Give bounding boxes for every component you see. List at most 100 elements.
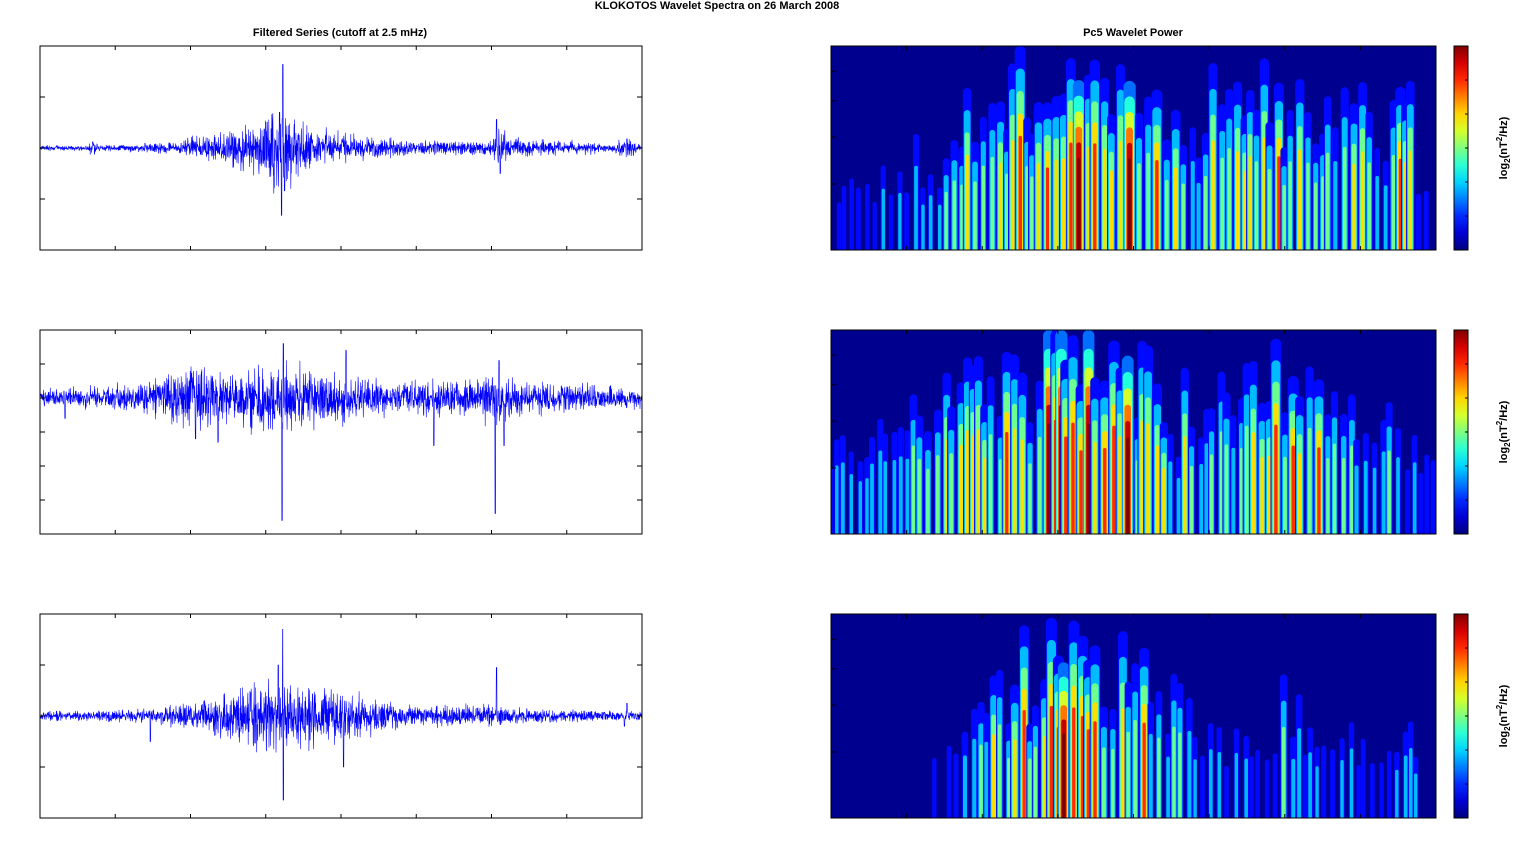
spectrum-blob [1086,729,1091,818]
spectrum-blob [1199,463,1204,534]
spectrum-blob [1193,759,1197,818]
spectrum-blob [1244,758,1248,818]
spectrum-blob [1007,758,1011,818]
spectrum-blob [878,450,883,534]
spectrum-blob [1227,148,1232,250]
spectrum-blob [1176,477,1181,534]
spectrum-blob [998,459,1003,534]
spectrum-blob [1356,765,1361,818]
spectrum-blob [1234,752,1239,818]
spectrum-blob [1342,457,1346,534]
spectrum-blob [944,191,948,250]
spectrum-blob [928,195,933,250]
spectrum-blob [1146,423,1150,534]
spectrum-blob [1093,441,1097,534]
spectrum-blob [1395,769,1399,818]
spectrum-blob [1178,732,1182,818]
spectrum-blob [1283,456,1287,534]
spectrum-blob [865,183,870,250]
spectrum-blob [1297,452,1302,534]
spectrum-blob [1111,748,1115,818]
spectrum-field [836,46,1429,250]
spectrum-blob [1209,749,1213,818]
spectrum-blob [1405,469,1411,534]
spectrum-blob [1321,745,1327,818]
spectrum-blob [1243,170,1247,250]
spectrum-blob [1164,179,1169,250]
spectrum-blob [1112,425,1116,534]
series-line-y [40,343,642,521]
spectrum-blob [1183,436,1187,534]
spectrum-blob [1118,436,1122,534]
spectrum-blob [1387,450,1391,534]
spectrum-blob [1118,140,1123,250]
colorbar-label: log2(nT2/Hz) [1495,400,1512,463]
spectrum-blob [1102,747,1106,818]
spectrum-blob [1298,149,1302,250]
spectrum-blob [905,458,910,534]
spectrum-blob [1325,152,1330,250]
spectrum-blob [881,188,885,250]
spectrum-blob [1093,721,1097,818]
spectrum-blob [1408,747,1413,818]
spectrum-blob [1109,170,1113,250]
spectrum-blob [1369,763,1375,818]
spectrum-blob [932,757,937,818]
spectrum-blob [1062,733,1066,818]
spectrum-blob [849,178,854,250]
spectrum-blob [1077,157,1081,250]
spectrum-blob [1064,436,1068,534]
spectrum-blob [1173,167,1178,250]
spectrum-blob [1340,760,1344,818]
spectrum-blob [926,468,930,534]
series-panel-z [39,613,643,819]
spectrum-blob [1036,163,1041,250]
spectrum-blob [1414,773,1418,818]
spectrum-blob [840,462,845,534]
spectrum-blob [1011,140,1015,250]
spectrum-blob [1272,753,1278,818]
spectrum-blob [1049,705,1054,818]
spectrum-blob [990,156,995,250]
spectrum-blob [984,741,989,818]
spectrum-blob [1352,163,1356,250]
colorbar-label: log2(nT2/Hz) [1495,116,1512,179]
spectrum-blob [1308,752,1312,818]
spectrum-blob [1005,173,1009,250]
spectrum-panel-y: log2(nT2/Hz) [830,329,1512,535]
spectrum-blob [888,194,894,250]
spectrum-blob [1142,722,1146,818]
spectrum-blob [1148,733,1153,818]
spectrum-blob [1224,765,1229,818]
spectrum-blob [1102,148,1107,250]
spectrum-field [932,617,1419,818]
spectrum-blob [1127,158,1132,250]
spectrum-blob [959,444,963,534]
spectrum-blob [1255,749,1261,818]
spectrum-blob [1379,762,1384,818]
spectrum-blob [988,434,993,534]
spectrum-blob [946,745,952,818]
spectrum-blob [870,463,874,534]
spectrum-blob [1248,155,1252,250]
spectrum-blob [1403,755,1408,818]
spectrum-field [831,330,1436,534]
spectrum-blob [1062,158,1066,250]
spectrum-blob [938,204,942,250]
spectrum-blob [1126,731,1130,818]
spectrum-blob [1251,432,1256,534]
chart-layer: log2(nT2/Hz) log2(nT2/Hz) log2(nT2/Hz) [39,45,1512,819]
spectrum-blob [1203,175,1208,250]
spectrum-blob [1330,749,1336,818]
spectrum-blob [1386,751,1392,818]
spectrum-blob [1423,190,1429,250]
spectrum-blob [972,738,977,818]
spectrum-blob [1307,427,1312,534]
spectrum-blob [1350,445,1354,534]
spectrum-blob [1209,454,1214,534]
spectrum-blob [1071,422,1075,534]
spectrum-blob [1172,726,1176,818]
spectrum-blob [1363,460,1368,534]
spectrum-blob [1267,168,1272,250]
